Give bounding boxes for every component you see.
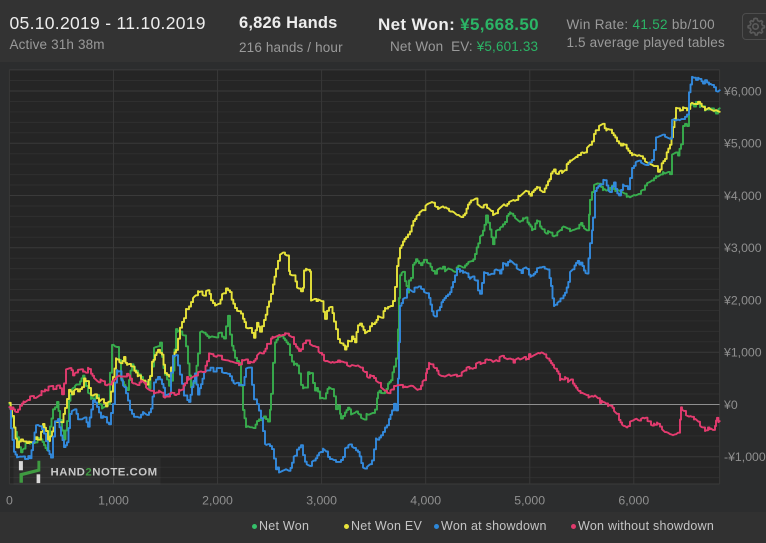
svg-text:1,000: 1,000 — [98, 494, 129, 508]
svg-text:2,000: 2,000 — [202, 494, 233, 508]
svg-text:0: 0 — [6, 494, 13, 508]
svg-text:¥1,000: ¥1,000 — [723, 346, 762, 360]
svg-text:¥6,000: ¥6,000 — [723, 84, 762, 98]
svg-text:¥3,000: ¥3,000 — [723, 241, 762, 255]
svg-text:-¥1,000: -¥1,000 — [724, 450, 766, 464]
svg-text:6,000: 6,000 — [618, 494, 649, 508]
svg-text:¥5,000: ¥5,000 — [723, 137, 762, 151]
svg-text:¥0: ¥0 — [723, 398, 738, 412]
svg-text:HAND2NOTE.COM: HAND2NOTE.COM — [51, 467, 158, 479]
svg-text:¥4,000: ¥4,000 — [723, 189, 762, 203]
svg-text:4,000: 4,000 — [410, 494, 441, 508]
svg-text:5,000: 5,000 — [514, 494, 545, 508]
svg-text:3,000: 3,000 — [306, 494, 337, 508]
svg-text:¥2,000: ¥2,000 — [723, 293, 762, 307]
